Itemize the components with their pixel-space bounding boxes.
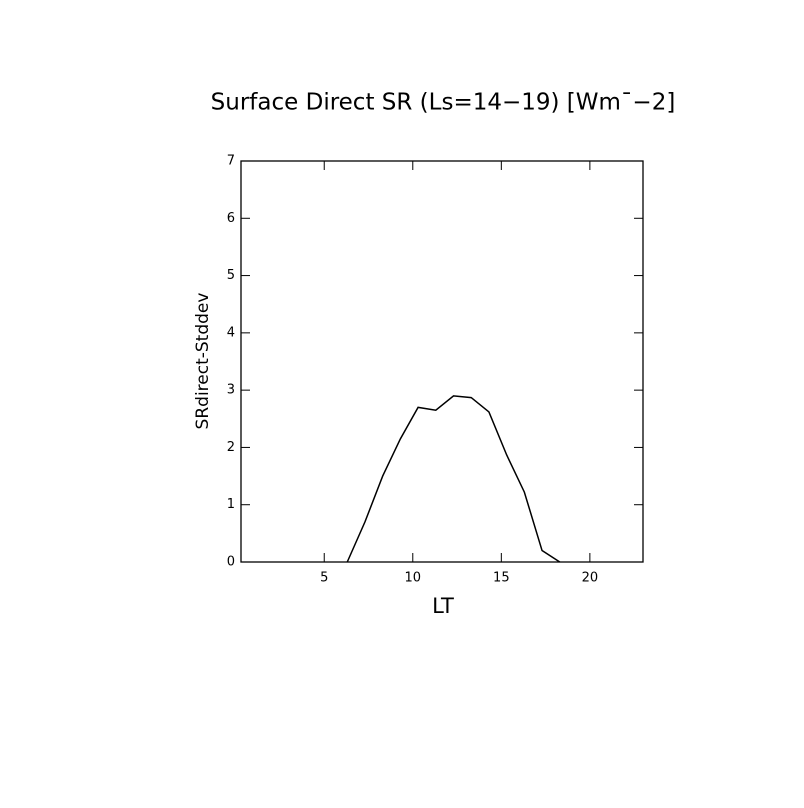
- y-tick-label: 2: [227, 440, 235, 455]
- x-tick-label: 20: [582, 571, 599, 586]
- chart-title: Surface Direct SR (Ls=14−19) [Wm¯−2]: [211, 90, 676, 116]
- y-tick-label: 4: [227, 325, 235, 340]
- y-tick-label: 6: [227, 211, 235, 226]
- plot-frame: [240, 160, 644, 563]
- y-tick-label: 1: [227, 497, 235, 512]
- x-tick-label: 5: [320, 571, 328, 586]
- x-axis-label: LT: [432, 594, 454, 618]
- y-axis-label: SRdirect-Stddev: [193, 293, 213, 430]
- x-tick-label: 10: [405, 571, 422, 586]
- y-tick-label: 7: [227, 154, 235, 169]
- y-tick-label: 0: [227, 555, 235, 570]
- x-tick-label: 15: [493, 571, 510, 586]
- data-line: [346, 395, 561, 563]
- y-tick-label: 5: [227, 268, 235, 283]
- y-tick-label: 3: [227, 383, 235, 398]
